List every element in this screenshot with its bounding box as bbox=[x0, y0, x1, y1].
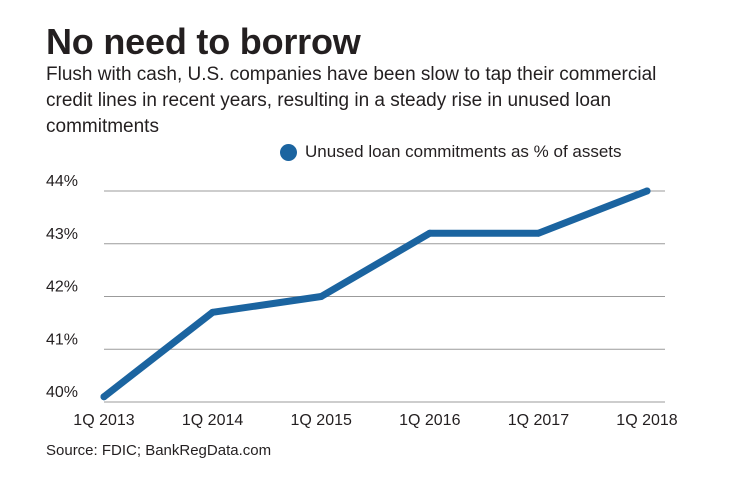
x-tick-label: 1Q 2013 bbox=[73, 412, 134, 429]
y-tick-label: 44% bbox=[46, 173, 78, 190]
gridlines bbox=[104, 190, 665, 403]
data-point bbox=[209, 308, 217, 316]
data-point bbox=[534, 229, 542, 237]
y-tick-label: 43% bbox=[46, 226, 78, 243]
x-tick-label: 1Q 2016 bbox=[399, 412, 460, 429]
source-note: Source: FDIC; BankRegData.com bbox=[46, 442, 272, 459]
series-line bbox=[100, 187, 651, 401]
data-point bbox=[100, 393, 108, 401]
series-line-group bbox=[100, 187, 651, 401]
y-tick-label: 42% bbox=[46, 279, 78, 296]
x-tick-label: 1Q 2017 bbox=[508, 412, 569, 429]
y-axis-ticks: 40% 41% 42% 43% 44% bbox=[46, 173, 78, 401]
x-tick-label: 1Q 2018 bbox=[616, 412, 677, 429]
legend-label: Unused loan commitments as % of assets bbox=[305, 142, 622, 161]
x-tick-label: 1Q 2014 bbox=[182, 412, 243, 429]
chart-title: No need to borrow bbox=[46, 21, 361, 62]
data-point bbox=[643, 187, 651, 195]
chart-subtitle: Flush with cash, U.S. companies have bee… bbox=[46, 64, 657, 137]
data-point bbox=[317, 293, 325, 300]
data-point bbox=[426, 229, 434, 237]
y-tick-label: 40% bbox=[46, 384, 78, 401]
x-tick-label: 1Q 2015 bbox=[291, 412, 352, 429]
x-axis-ticks: 1Q 2013 1Q 2014 1Q 2015 1Q 2016 1Q 2017 1Q 20… bbox=[73, 412, 677, 429]
legend-marker bbox=[280, 143, 297, 161]
legend: Unused loan commitments as % of assets bbox=[280, 142, 622, 162]
y-tick-label: 41% bbox=[46, 331, 78, 348]
